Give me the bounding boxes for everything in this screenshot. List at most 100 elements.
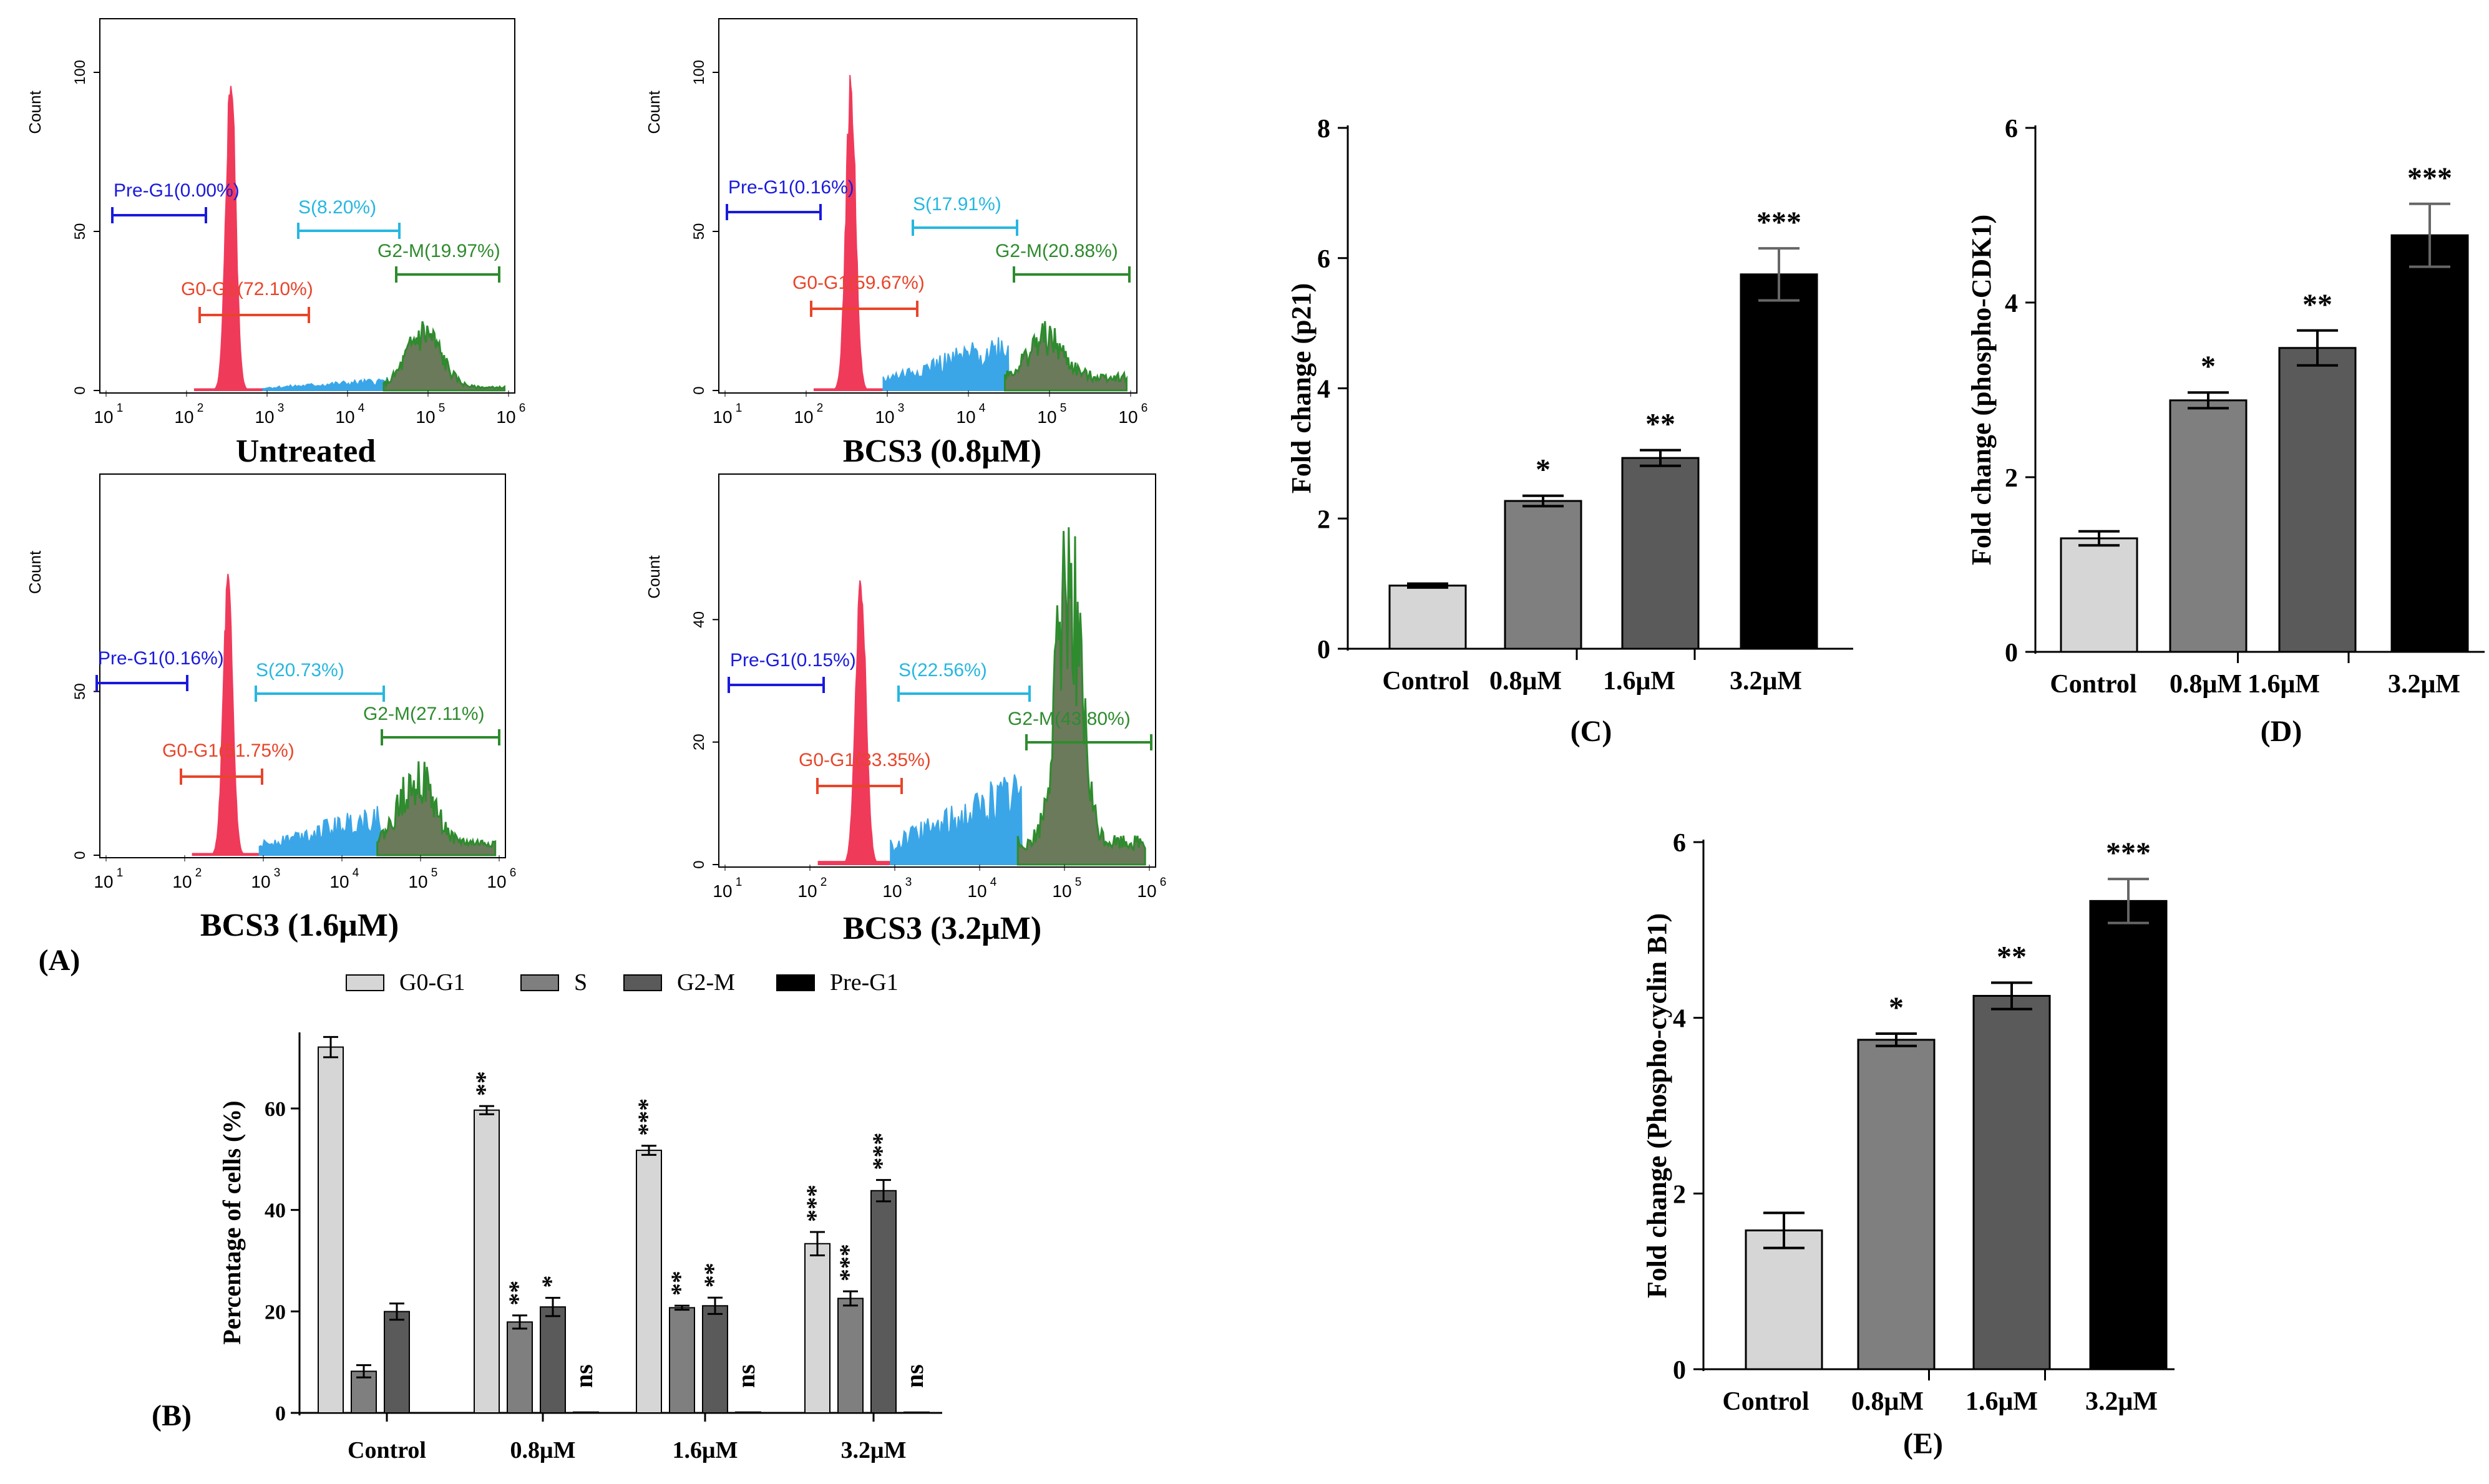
g0-g1-gate-label: G0-G1(72.10%) — [181, 279, 313, 299]
bar-1 — [1857, 1039, 1936, 1370]
x-tick-label: 10 — [496, 407, 515, 427]
panel-label-b: (B) — [152, 1399, 192, 1432]
legend-label: S — [574, 969, 587, 996]
x-tick-label: 10 — [408, 872, 427, 891]
x-tick-label: 10 — [967, 881, 986, 901]
significance-label: ** — [504, 1281, 532, 1306]
fold-change-chart-bar-cdk1: 0 2 4 6 Fold change (phospho-CDK1) Control * 0.… — [1966, 115, 2485, 699]
x-tick-label: 10 — [1052, 881, 1071, 901]
category-label: Control — [1722, 1387, 1809, 1416]
pre-g1-gate-label: Pre-G1(0.15%) — [730, 650, 856, 671]
y-axis-label: Count — [26, 90, 44, 134]
x-tick-label: 10 — [335, 407, 354, 427]
s-gate-label: S(22.56%) — [899, 660, 987, 681]
panel-label-d: (D) — [2261, 715, 2302, 748]
histogram-hist-16: 10 1 10 2 10 3 10 4 10 5 10 6050CountPre-G1(0.16%)S… — [26, 473, 517, 943]
legend-swatch — [776, 974, 815, 991]
y-tick-label: 4 — [2005, 289, 2018, 318]
category-label: 3.2μM — [2388, 670, 2460, 699]
significance-label: ** — [1997, 940, 2027, 973]
histogram-title: BCS3 (3.2μM) — [843, 911, 1041, 946]
x-tick-exponent: 4 — [979, 402, 986, 415]
bar-3 — [2089, 900, 2168, 1370]
y-tick-label: 0 — [72, 851, 89, 859]
category-label: 1.6μM — [2248, 670, 2320, 699]
bar-pre-g1 — [904, 1411, 930, 1414]
x-tick-exponent: 4 — [358, 402, 365, 415]
category-label: 3.2μM — [2085, 1387, 2158, 1416]
bar-s — [507, 1321, 533, 1414]
grouped-bar-chart: G0-G1 S G2-M Pre-G1 0 20 40 60 Percentage of cel… — [218, 969, 942, 1463]
x-tick-label: 10 — [1118, 407, 1137, 427]
s-phase-area — [258, 806, 382, 856]
significance-label: * — [2201, 350, 2216, 383]
significance-label: *** — [2106, 837, 2151, 870]
significance-label: *** — [1756, 206, 1801, 239]
y-tick-label: 50 — [72, 683, 89, 700]
significance-label: *** — [834, 1244, 862, 1281]
legend-label: G2-M — [677, 969, 735, 996]
significance-label: *** — [2407, 162, 2452, 195]
category-label: 3.2μM — [1730, 667, 1802, 696]
bar-g2-m — [384, 1311, 410, 1414]
y-axis-label: Percentage of cells (%) — [218, 1100, 246, 1344]
y-tick-label: 0 — [1673, 1356, 1686, 1385]
bar-s — [837, 1297, 864, 1414]
x-tick-label: 10 — [329, 872, 349, 891]
y-tick-label: 40 — [265, 1200, 286, 1223]
s-gate-label: S(17.91%) — [913, 194, 1001, 215]
histogram-title: BCS3 (1.6μM) — [200, 908, 399, 943]
bar-g0-g1 — [804, 1243, 830, 1414]
g0-g1-gate-label: G0-G1(33.35%) — [799, 750, 931, 770]
x-tick-exponent: 6 — [510, 866, 517, 880]
g2-m-gate-label: G2-M(27.11%) — [363, 704, 485, 724]
bar-g2-m — [540, 1306, 566, 1414]
legend-label: G0-G1 — [399, 969, 465, 996]
bar-2 — [1621, 457, 1700, 650]
significance-label: *** — [801, 1185, 829, 1222]
y-tick-label: 20 — [691, 734, 708, 750]
s-gate-label: S(20.73%) — [256, 660, 344, 681]
g2-m-peak — [1004, 321, 1128, 392]
category-label: Control — [348, 1437, 426, 1463]
significance-label: ** — [2302, 288, 2332, 321]
g2-m-peak — [382, 321, 506, 392]
g2-m-peak — [376, 761, 497, 856]
histogram-frame — [99, 473, 506, 858]
pre-g1-gate-label: Pre-G1(0.16%) — [98, 648, 224, 669]
x-tick-label: 10 — [94, 872, 113, 891]
panel-label-e: (E) — [1903, 1427, 1943, 1460]
pre-g1-gate-label: Pre-G1(0.16%) — [728, 177, 854, 198]
y-tick-label: 4 — [1317, 376, 1330, 404]
significance-label: * — [537, 1276, 565, 1288]
bar-pre-g1 — [735, 1411, 761, 1414]
category-label: 0.8μM — [2170, 670, 2242, 699]
y-tick-label: 50 — [72, 223, 89, 240]
significance-label: ns — [570, 1364, 598, 1388]
y-axis-label: Fold change (p21) — [1286, 283, 1317, 493]
g0-g1-peak — [814, 75, 888, 391]
legend-swatch — [346, 974, 384, 991]
x-tick-label: 10 — [797, 881, 817, 901]
x-tick-exponent: 4 — [353, 866, 359, 880]
y-tick-label: 50 — [691, 223, 708, 240]
significance-label: ns — [732, 1364, 760, 1388]
x-tick-exponent: 5 — [439, 402, 446, 415]
bar-s — [669, 1307, 695, 1414]
significance-label: ** — [1645, 408, 1675, 441]
y-tick-label: 6 — [1673, 829, 1686, 858]
x-tick-label: 10 — [713, 407, 732, 427]
g0-g1-gate-label: G0-G1(59.67%) — [792, 273, 925, 293]
bar-1 — [1504, 500, 1582, 650]
x-tick-label: 10 — [487, 872, 506, 891]
g2-m-gate-label: G2-M(43.80%) — [1008, 709, 1131, 729]
category-label: 0.8μM — [510, 1437, 576, 1463]
x-tick-label: 10 — [174, 407, 193, 427]
x-tick-exponent: 3 — [274, 866, 281, 880]
significance-label: *** — [633, 1098, 661, 1136]
bar-2 — [1972, 994, 2051, 1370]
bar-g0-g1 — [474, 1109, 500, 1414]
y-axis-label: Count — [26, 550, 44, 594]
histogram-hist-32: 10 1 10 2 10 3 10 4 10 5 10 602040CountPre-G1(0.15%… — [645, 473, 1166, 946]
